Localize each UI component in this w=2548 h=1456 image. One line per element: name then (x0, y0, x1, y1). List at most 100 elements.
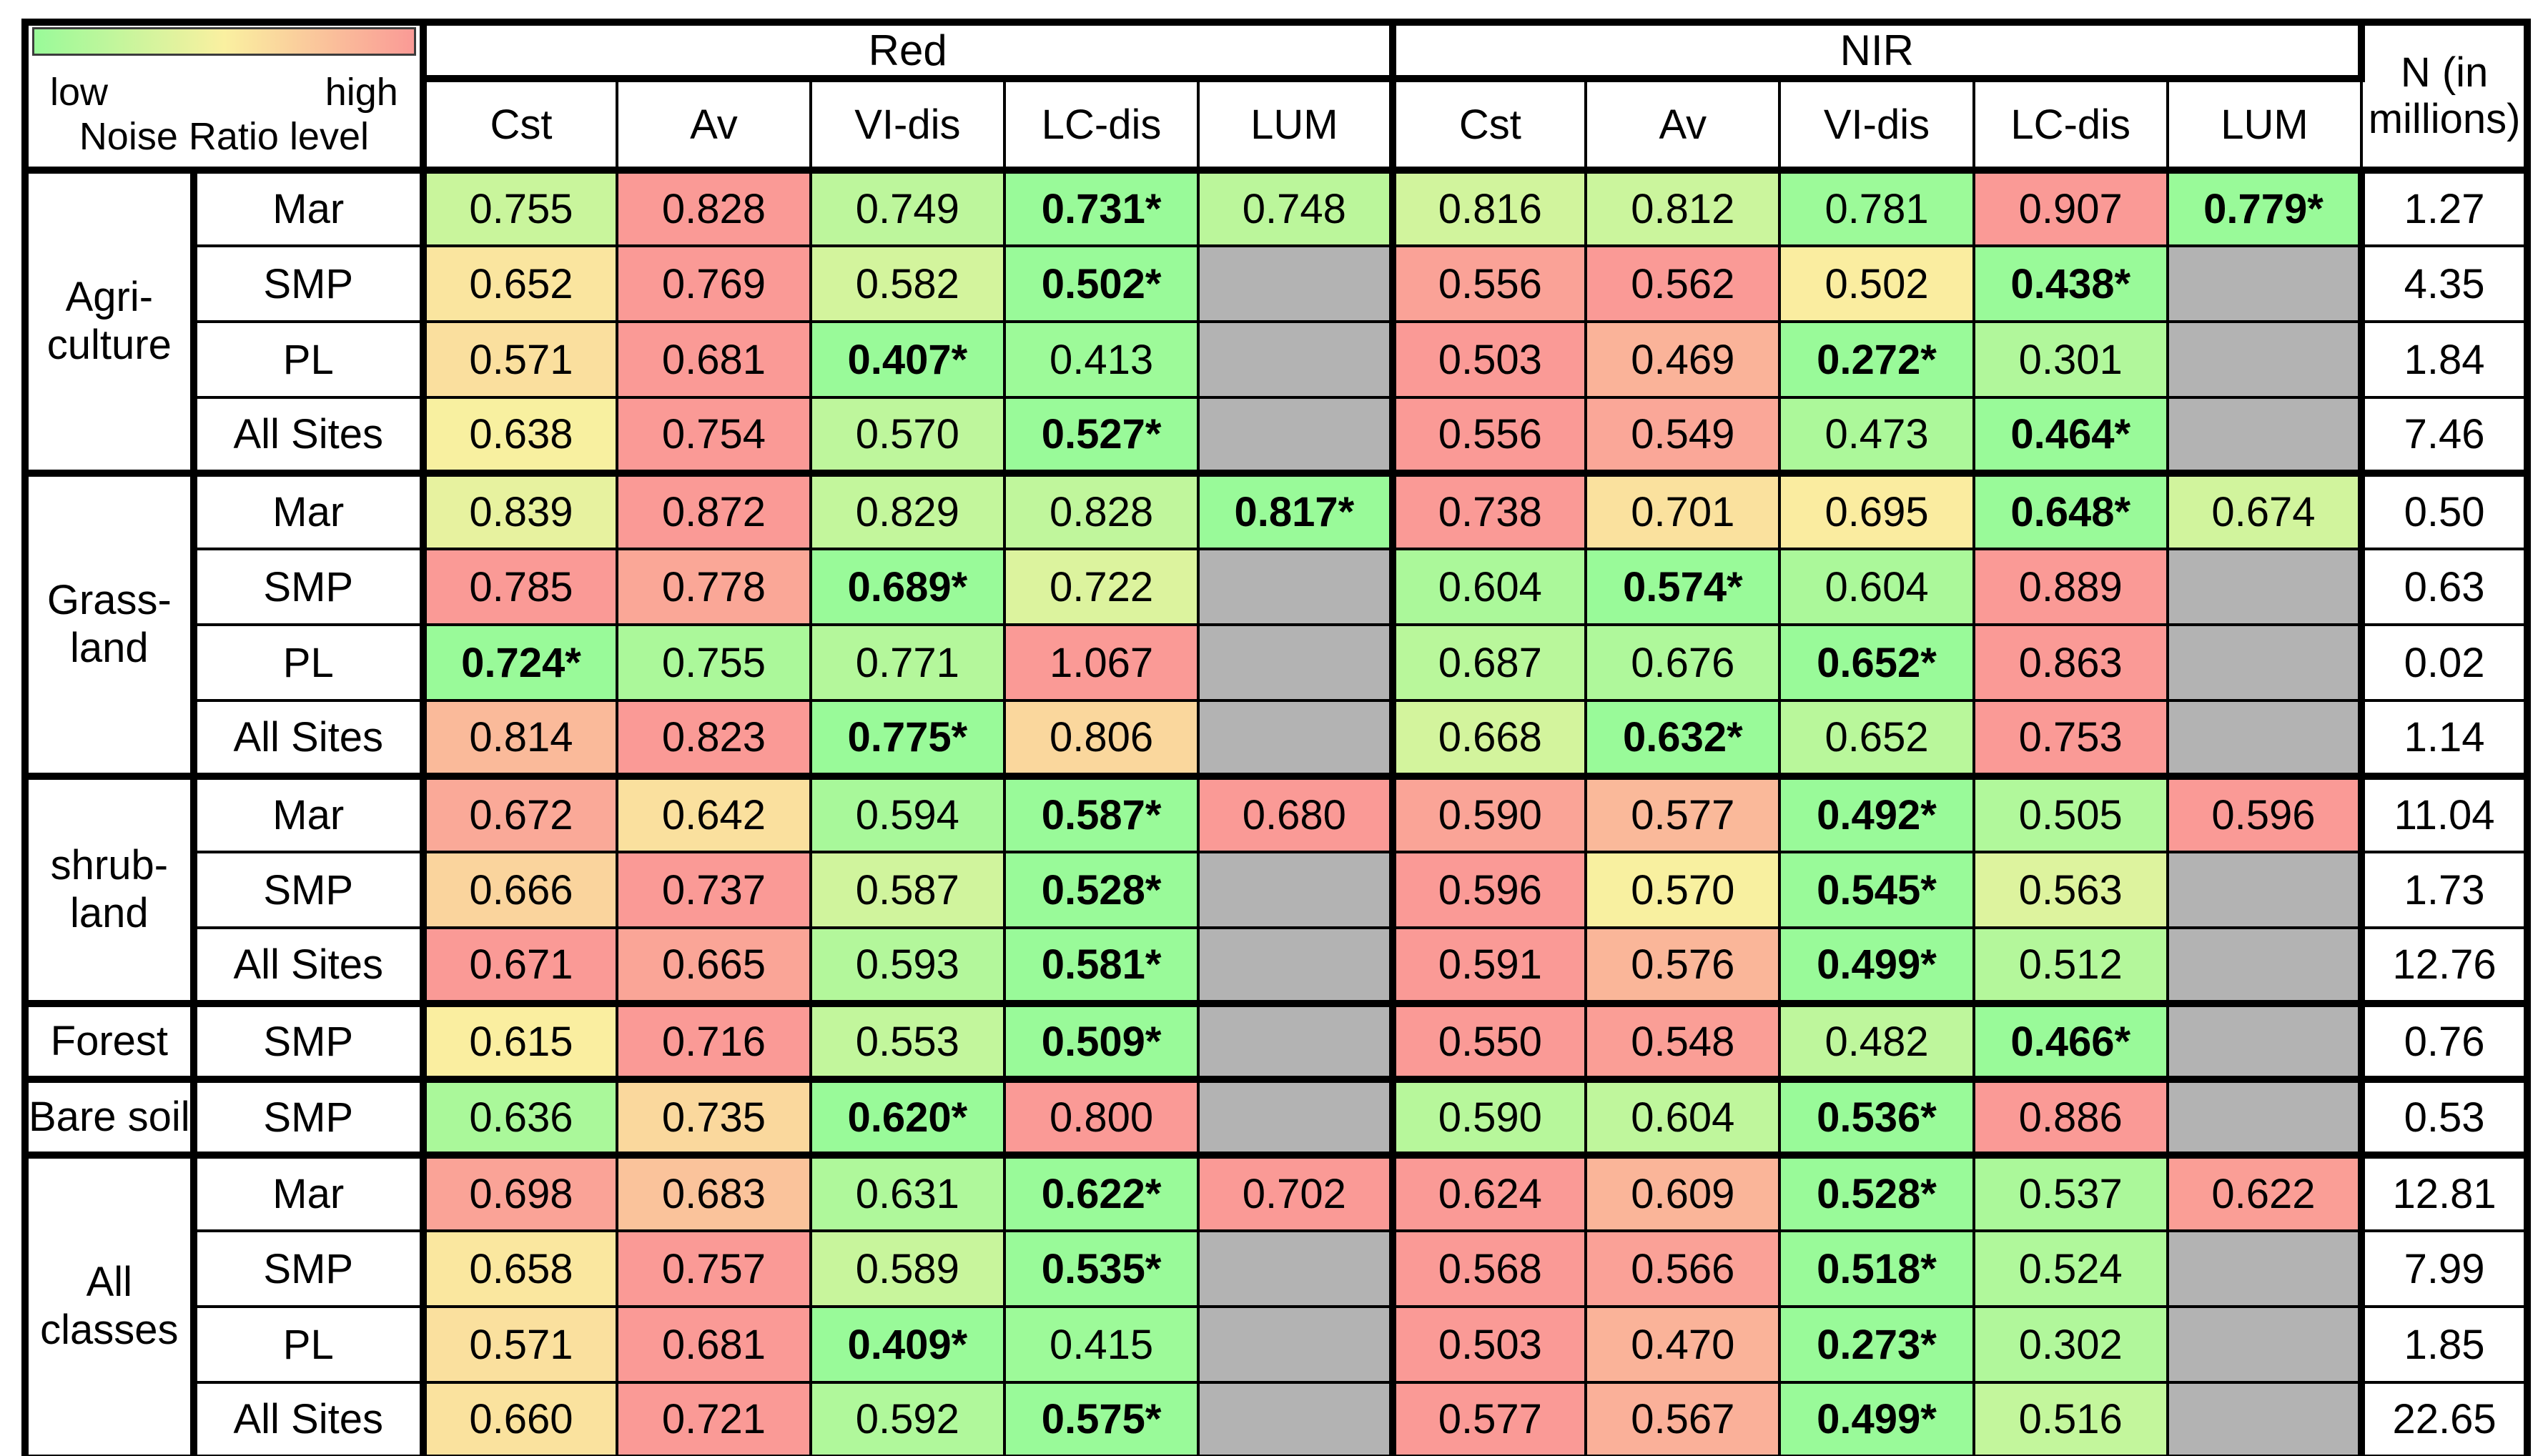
value-cell-red: 0.754 (616, 396, 812, 477)
value-cell-red: 0.749 (809, 169, 1006, 247)
n-value-cell: 7.99 (2358, 1229, 2529, 1308)
site-label-cell: PL (189, 320, 425, 399)
value-cell-red: 0.631 (809, 1154, 1006, 1232)
value-cell-nir: 0.556 (1388, 396, 1588, 477)
value-cell-nir: 0.469 (1584, 320, 1782, 399)
value-cell-red: 0.571 (419, 320, 619, 399)
table-row: All classes Mar 0.698 0.683 0.631 0.622* 0.702 0… (24, 1154, 2529, 1456)
empty-cell (2166, 1002, 2364, 1083)
value-cell-red: 0.642 (616, 775, 812, 853)
value-cell-nir: 0.596 (2166, 775, 2364, 853)
legend-low-high-row: low high (29, 71, 416, 114)
value-cell-red: 0.680 (1197, 775, 1394, 853)
value-cell-red: 0.553 (809, 1002, 1006, 1083)
value-cell-red: 0.575* (1002, 1381, 1200, 1456)
value-cell-red: 0.652 (419, 244, 619, 323)
class-label-cell: All classes (24, 1154, 195, 1456)
legend-high-label: high (325, 71, 398, 114)
site-label-cell: All Sites (189, 926, 425, 1007)
empty-cell (1197, 548, 1394, 626)
table-row: PL 0.724* 0.755 0.771 1.067 0.687 0.676 0.652* 0… (25, 623, 2529, 702)
value-cell-nir: 0.624 (1388, 1154, 1588, 1232)
column-header-nir-lc-dis: LC-dis (1972, 77, 2169, 174)
band-header-row: low high Noise Ratio level Red NIR N (in… (24, 21, 2529, 174)
value-cell-nir: 0.701 (1584, 472, 1782, 550)
table-row: SMP 0.658 0.757 0.589 0.535* 0.568 0.566 0.518*… (25, 1229, 2529, 1308)
site-label-cell: Mar (189, 472, 425, 550)
value-cell-nir: 0.570 (1584, 851, 1782, 929)
empty-cell (1197, 244, 1394, 323)
value-cell-nir: 0.438* (1972, 244, 2169, 323)
value-cell-red: 0.587* (1002, 775, 1200, 853)
value-cell-nir: 0.863 (1972, 623, 2169, 702)
value-cell-red: 0.757 (616, 1229, 812, 1308)
class-label-line: Bare soil (29, 1093, 190, 1140)
table-row: SMP 0.785 0.778 0.689* 0.722 0.604 0.574* 0.604… (25, 548, 2529, 626)
value-cell-nir: 0.695 (1778, 472, 1975, 550)
class-label-line: land (70, 890, 149, 936)
table-row: Grass-land Mar 0.839 0.872 0.829 0.828 0.817* 0… (24, 472, 2529, 780)
table-row: PL 0.571 0.681 0.409* 0.415 0.503 0.470 0.273* 0… (25, 1305, 2529, 1384)
empty-cell (2166, 548, 2364, 626)
value-cell-red: 0.735 (616, 1078, 812, 1159)
value-cell-nir: 0.779* (2166, 169, 2364, 247)
n-value-cell: 1.14 (2358, 699, 2529, 780)
site-label-cell: All Sites (189, 1381, 425, 1456)
legend-title: Noise Ratio level (79, 115, 369, 158)
value-cell-nir: 0.609 (1584, 1154, 1782, 1232)
n-header-line2: millions) (2368, 95, 2521, 142)
site-label-cell: SMP (189, 851, 425, 929)
class-label-line: classes (40, 1307, 179, 1353)
value-cell-red: 0.594 (809, 775, 1006, 853)
value-cell-red: 0.593 (809, 926, 1006, 1007)
site-label-cell: Mar (189, 1154, 425, 1232)
n-value-cell: 1.27 (2358, 169, 2529, 247)
value-cell-nir: 0.536* (1778, 1078, 1975, 1159)
value-cell-nir: 0.499* (1778, 1381, 1975, 1456)
value-cell-red: 0.828 (1002, 472, 1200, 550)
value-cell-red: 0.716 (616, 1002, 812, 1083)
value-cell-red: 0.409* (809, 1305, 1006, 1384)
value-cell-nir: 0.889 (1972, 548, 2169, 626)
value-cell-nir: 0.549 (1584, 396, 1782, 477)
n-value-cell: 12.76 (2358, 926, 2529, 1007)
value-cell-red: 0.527* (1002, 396, 1200, 477)
value-cell-nir: 0.466* (1972, 1002, 2169, 1083)
empty-cell (2166, 926, 2364, 1007)
value-cell-red: 0.769 (616, 244, 812, 323)
value-cell-nir: 0.577 (1388, 1381, 1588, 1456)
empty-cell (1197, 699, 1394, 780)
subheader-row: Cst Av VI-dis LC-dis LUM Cst Av VI-dis LC-dis LUM (25, 77, 2527, 174)
value-cell-nir: 0.590 (1388, 1078, 1588, 1159)
value-cell-red: 0.415 (1002, 1305, 1200, 1384)
value-cell-nir: 0.301 (1972, 320, 2169, 399)
value-cell-red: 0.407* (809, 320, 1006, 399)
value-cell-nir: 0.674 (2166, 472, 2364, 550)
class-label-line: land (70, 625, 149, 671)
n-value-cell: 1.73 (2358, 851, 2529, 929)
value-cell-nir: 0.591 (1388, 926, 1588, 1007)
n-header-line1: N (in (2400, 49, 2489, 96)
value-cell-red: 0.660 (419, 1381, 619, 1456)
value-cell-red: 0.683 (616, 1154, 812, 1232)
n-value-cell: 1.84 (2358, 320, 2529, 399)
n-value-cell: 22.65 (2358, 1381, 2529, 1456)
value-cell-nir: 0.596 (1388, 851, 1588, 929)
value-cell-red: 0.570 (809, 396, 1006, 477)
value-cell-red: 0.755 (419, 169, 619, 247)
value-cell-nir: 0.590 (1388, 775, 1588, 853)
site-label-cell: PL (189, 1305, 425, 1384)
value-cell-red: 1.067 (1002, 623, 1200, 702)
value-cell-red: 0.528* (1002, 851, 1200, 929)
value-cell-red: 0.658 (419, 1229, 619, 1308)
empty-cell (2166, 396, 2364, 477)
class-label-cell: Agri-culture (24, 169, 195, 477)
value-cell-red: 0.587 (809, 851, 1006, 929)
value-cell-red: 0.721 (616, 1381, 812, 1456)
value-cell-red: 0.589 (809, 1229, 1006, 1308)
empty-cell (1197, 320, 1394, 399)
value-cell-red: 0.702 (1197, 1154, 1394, 1232)
column-header-nir-av: Av (1584, 77, 1782, 174)
value-cell-red: 0.622* (1002, 1154, 1200, 1232)
value-cell-red: 0.620* (809, 1078, 1006, 1159)
